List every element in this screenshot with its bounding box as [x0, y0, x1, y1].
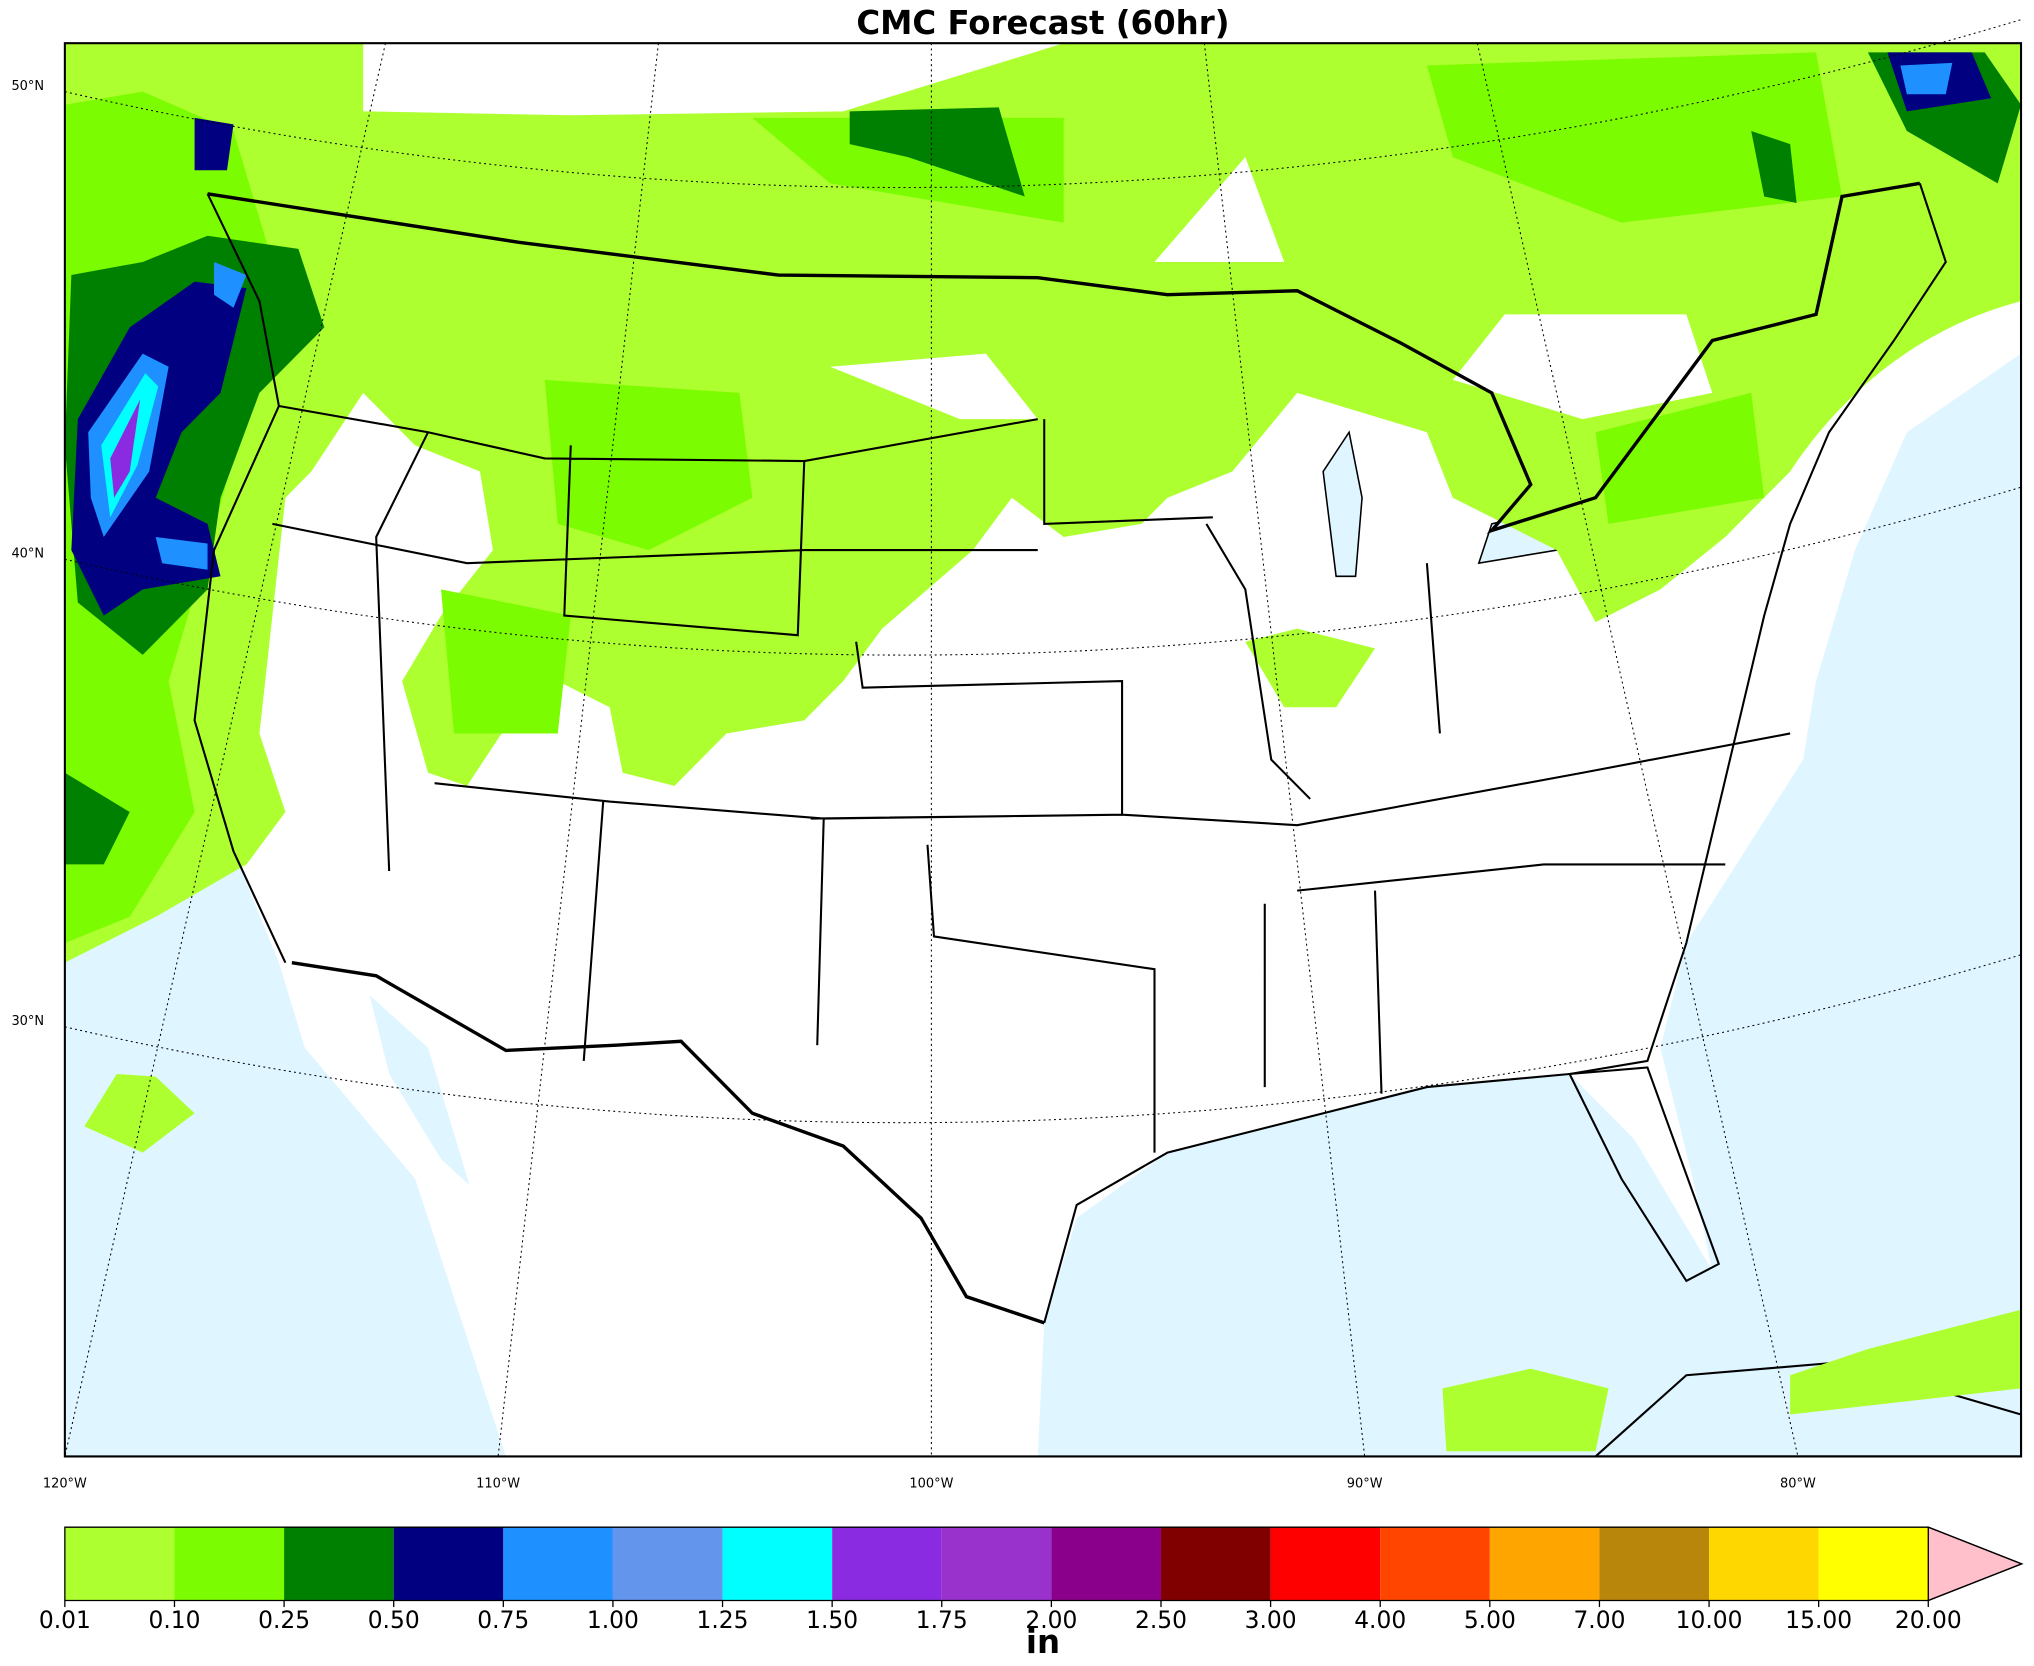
colorbar-tick-label: 0.25 — [258, 1606, 310, 1634]
longitude-line — [497, 43, 659, 1457]
colorbar-tick-label: 10.00 — [1676, 1606, 1743, 1634]
colorbar-tick-label: 0.01 — [39, 1606, 91, 1634]
colorbar-tick-label: 0.50 — [368, 1606, 420, 1634]
colorbar-swatch — [1160, 1527, 1271, 1601]
state-borders — [272, 404, 1791, 1153]
colorbar-extend — [1927, 1526, 2024, 1602]
map-title: CMC Forecast (60hr) — [856, 4, 1229, 42]
colorbar-swatch — [174, 1527, 285, 1601]
colorbar-swatch — [722, 1527, 833, 1601]
colorbar-tick-label: 4.00 — [1354, 1606, 1406, 1634]
colorbar-swatch — [1818, 1527, 1929, 1601]
gulf-of-california — [369, 995, 470, 1186]
colorbar-swatch — [1489, 1527, 1600, 1601]
map-frame — [63, 42, 2023, 1458]
colorbar-tick-label: 1.00 — [587, 1606, 639, 1634]
latitude-label: 40°N — [11, 546, 44, 561]
precip-gap — [363, 43, 1713, 420]
colorbar-tick-label: 3.00 — [1245, 1606, 1297, 1634]
colorbar-tick-label: 2.00 — [1025, 1606, 1077, 1634]
florida — [1567, 1066, 1721, 1283]
latitude-line — [64, 954, 2022, 1124]
colorbar-swatch — [941, 1527, 1052, 1601]
colorbar-tick-label: 0.10 — [148, 1606, 200, 1634]
precip-moderate — [64, 52, 1843, 944]
longitude-label: 80°W — [1780, 1476, 1816, 1491]
colorbar-swatch — [1709, 1527, 1819, 1601]
longitude-label: 100°W — [909, 1476, 953, 1491]
colorbar-swatch — [612, 1527, 723, 1601]
colorbar-tick-label: 1.75 — [916, 1606, 968, 1634]
colorbar-tick-label: 0.75 — [477, 1606, 529, 1634]
colorbar-swatch — [832, 1527, 942, 1601]
precip-light — [64, 43, 2022, 963]
colorbar-swatch — [64, 1527, 175, 1601]
colorbar-unit: in — [1026, 1623, 1060, 1661]
colorbar-swatch — [393, 1527, 504, 1601]
colorbar-swatch — [1599, 1527, 1710, 1601]
colorbar-tick-label: 5.00 — [1464, 1606, 1516, 1634]
colorbar-swatch — [1380, 1527, 1490, 1601]
mexico-border — [291, 960, 1045, 1325]
colorbar-tick-label: 7.00 — [1573, 1606, 1625, 1634]
colorbar-tick-label: 20.00 — [1895, 1606, 1962, 1634]
colorbar-tick-label: 1.50 — [806, 1606, 858, 1634]
canada-border — [207, 181, 1921, 534]
latitude-label: 30°N — [11, 1014, 44, 1029]
latitude-label: 50°N — [11, 79, 44, 94]
precip-light — [84, 628, 2022, 1452]
colorbar-swatch — [284, 1527, 394, 1601]
pacific — [64, 851, 506, 1457]
longitude-label: 90°W — [1347, 1476, 1383, 1491]
longitude-line — [64, 43, 386, 1457]
coastline — [193, 183, 1947, 1324]
longitude-line — [1203, 43, 1366, 1457]
precip-1-5in — [110, 399, 141, 498]
atlantic-gulf — [1037, 353, 2022, 1457]
colorbar-tick-label: 1.25 — [697, 1606, 749, 1634]
colorbar-swatch — [503, 1527, 613, 1601]
colorbar-frame — [64, 1526, 2024, 1602]
longitude-line — [1476, 43, 1799, 1457]
colorbar-swatch — [1051, 1527, 1161, 1601]
colorbar-tick-label: 2.50 — [1135, 1606, 1187, 1634]
longitude-label: 120°W — [43, 1476, 87, 1491]
map-body — [63, 42, 2023, 1458]
latitude-line — [64, 486, 2022, 656]
colorbar-tick-label: 15.00 — [1785, 1606, 1852, 1634]
latitude-line — [64, 19, 2022, 188]
longitude-label: 110°W — [476, 1476, 520, 1491]
colorbar-swatch — [1270, 1527, 1381, 1601]
